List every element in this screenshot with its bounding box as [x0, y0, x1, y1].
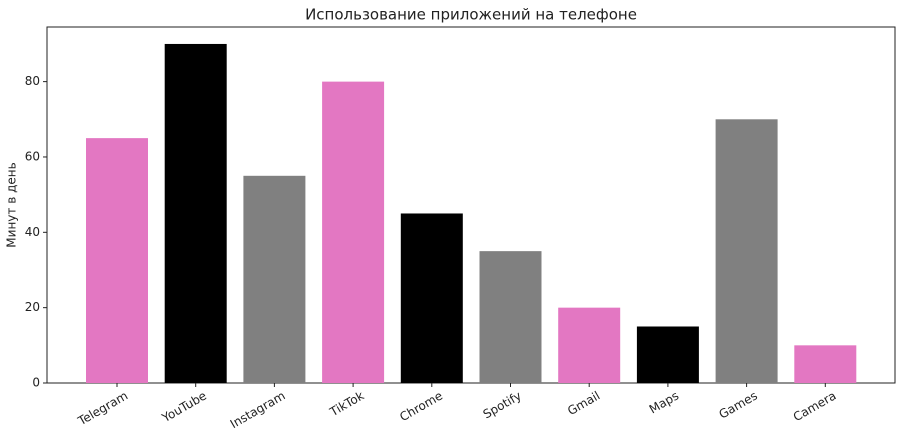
x-tick-label: Maps	[647, 389, 681, 417]
x-tick-label: Chrome	[397, 389, 445, 425]
axes-frame	[46, 26, 896, 384]
y-tick-label: 0	[32, 376, 40, 390]
y-tick-label: 40	[25, 225, 40, 239]
bar	[86, 138, 148, 383]
bar	[715, 119, 778, 383]
bar	[164, 43, 227, 383]
bar	[400, 213, 463, 383]
x-tick-label: Spotify	[481, 389, 524, 422]
x-tick-label: YouTube	[159, 389, 209, 426]
bar	[479, 251, 542, 383]
x-tick-label: Camera	[791, 389, 839, 425]
y-tick-label: 60	[25, 149, 40, 163]
bar	[243, 175, 306, 383]
x-tick-label: TikTok	[327, 388, 367, 419]
x-tick-label: Gmail	[565, 389, 602, 419]
y-axis-label: Минут в день	[5, 162, 19, 247]
y-tick-label: 80	[25, 74, 40, 88]
x-tick-label: Instagram	[228, 389, 288, 432]
x-tick-label: Telegram	[75, 389, 130, 429]
chart-title: Использование приложений на телефоне	[305, 6, 637, 24]
x-tick-label: Games	[716, 389, 759, 422]
y-tick-label: 20	[25, 300, 40, 314]
bar	[636, 326, 699, 383]
bar	[322, 81, 385, 384]
bar	[558, 307, 621, 383]
bar	[794, 345, 857, 383]
